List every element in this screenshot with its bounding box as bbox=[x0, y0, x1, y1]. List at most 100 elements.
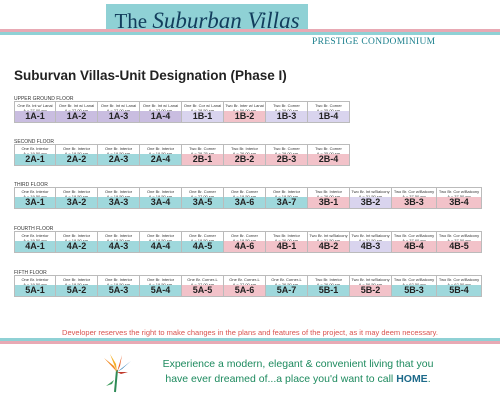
unit-code: 3A-1 bbox=[15, 197, 55, 208]
unit-area: A = 37.50 sm bbox=[447, 238, 471, 241]
unit-type: One Br. Int w/ Lanai bbox=[17, 103, 53, 108]
unit-info: Two Br. Int w/Balcony A = 31.50 sm bbox=[350, 232, 391, 241]
unit-code: 5A-6 bbox=[224, 285, 265, 296]
unit-code: 1B-1 bbox=[182, 111, 223, 122]
unit-cell: One Br. Corner-L A = 27.00 sm 5A-5 bbox=[182, 275, 224, 297]
unit-cell: Two Br. Int w/Balcony A = 31.50 sm 4B-2 bbox=[308, 231, 350, 253]
unit-type: One Br. Interior bbox=[21, 189, 49, 194]
unit-code: 1A-1 bbox=[15, 111, 55, 122]
unit-cell: Two Br. Cor w/Balcony A = 37.50 sm 3B-3 bbox=[392, 187, 437, 209]
floor-label: FIFTH FLOOR bbox=[14, 270, 47, 276]
unit-code: 3A-4 bbox=[140, 197, 181, 208]
unit-area: A = 19.50 sm bbox=[274, 194, 299, 197]
unit-code: 5A-1 bbox=[15, 285, 55, 296]
unit-code: 1B-4 bbox=[308, 111, 349, 122]
unit-area: A = 19.50 sm bbox=[64, 194, 89, 197]
unit-code: 2B-2 bbox=[224, 154, 265, 165]
unit-info: One Br. Corner A = 19.50 sm bbox=[224, 232, 265, 241]
unit-area: A = 19.50 sm bbox=[23, 194, 47, 197]
unit-area: A = 19.50 sm bbox=[232, 194, 257, 197]
unit-info: One Br. Interior A = 19.50 sm bbox=[56, 232, 97, 241]
unit-type: Two Br. Interior bbox=[315, 277, 342, 282]
unit-area: A = 27.00 sm bbox=[106, 108, 131, 111]
unit-info: One Br. Interior A = 19.50 sm bbox=[140, 232, 181, 241]
unit-code: 3A-6 bbox=[224, 197, 265, 208]
disclaimer-note: Developer reserves the right to make cha… bbox=[62, 328, 438, 337]
unit-info: One Br. Interior A = 19.50 sm bbox=[266, 188, 307, 197]
unit-type: Two Br. Cor w/Balcony bbox=[393, 277, 435, 282]
unit-code: 2A-1 bbox=[15, 154, 55, 165]
unit-area: A = 31.50 sm bbox=[358, 238, 383, 241]
unit-info: One Br. Corner A = 19.50 sm bbox=[182, 232, 223, 241]
unit-info: Two Br. Corner A = 35.00 sm bbox=[308, 102, 349, 111]
unit-type: Two Br. Interior bbox=[231, 146, 258, 151]
unit-info: One Br. Corner-L A = 26.50 sm bbox=[266, 276, 307, 285]
unit-info: One Br. Interior A = 19.50 sm bbox=[98, 276, 139, 285]
unit-code: 2A-2 bbox=[56, 154, 97, 165]
unit-code: 2B-3 bbox=[266, 154, 307, 165]
unit-info: Two Br. Cor w/Balcony A = 37.50 sm bbox=[437, 188, 481, 197]
unit-type: One Br. Int w/ Lanai bbox=[142, 103, 179, 108]
unit-cell: One Br. Interior A = 19.50 sm 3A-3 bbox=[98, 187, 140, 209]
unit-cell: One Br. Int w/ Lanai A = 27.00 sm 1A-1 bbox=[14, 101, 56, 123]
unit-area: A = 37.60 sm bbox=[402, 238, 426, 241]
unit-code: 2A-3 bbox=[98, 154, 139, 165]
unit-cell: One Br. Interior A = 19.50 sm 5A-3 bbox=[98, 275, 140, 297]
unit-type: Two Br. Cor w/Balcony bbox=[393, 189, 435, 194]
unit-type: One Br. Interior bbox=[104, 233, 133, 238]
unit-code: 3B-4 bbox=[437, 197, 481, 208]
unit-info: Two Br. Interior A = 26.00 sm bbox=[224, 145, 265, 154]
unit-area: A = 35.00 sm bbox=[316, 151, 341, 154]
unit-area: A = 29.25 sm bbox=[190, 151, 215, 154]
unit-type: Two Br. Corner bbox=[273, 103, 300, 108]
unit-area: A = 62.50 sm bbox=[447, 282, 471, 285]
unit-code: 1A-2 bbox=[56, 111, 97, 122]
unit-area: A = 19.50 sm bbox=[64, 238, 89, 241]
unit-code: 3B-3 bbox=[392, 197, 436, 208]
unit-cell: One Br. Interior A = 19.50 sm 5A-1 bbox=[14, 275, 56, 297]
unit-info: One Br. Interior A = 19.50 sm bbox=[98, 232, 139, 241]
unit-cell: Two Br. Corner A = 29.25 sm 2B-1 bbox=[182, 144, 224, 166]
unit-type: Two Br. Interior bbox=[315, 189, 342, 194]
unit-type: Two Br. Corner bbox=[189, 146, 216, 151]
unit-type: One Br. Int w/ Lanai bbox=[100, 103, 137, 108]
unit-cell: Two Br. Corner A = 29.00 sm 1B-3 bbox=[266, 101, 308, 123]
unit-code: 3A-3 bbox=[98, 197, 139, 208]
unit-type: One Br. Interior bbox=[104, 277, 133, 282]
unit-code: 4B-1 bbox=[266, 241, 307, 252]
unit-cell: One Br. Corner A = 27.00 sm 3A-5 bbox=[182, 187, 224, 209]
unit-area: A = 37.50 sm bbox=[402, 194, 426, 197]
unit-cell: Two Br. Interior A = 26.00 sm 5B-1 bbox=[308, 275, 350, 297]
unit-type: Two Br. Corner bbox=[273, 146, 300, 151]
unit-info: One Br. Int w/ Lanai A = 27.00 sm bbox=[98, 102, 139, 111]
unit-type: One Br. Interior bbox=[104, 146, 133, 151]
header-stripe-blue bbox=[0, 32, 500, 35]
unit-info: Two Br. Inter w/ Lanai A = 56.00 sm bbox=[224, 102, 265, 111]
unit-info: Two Br. Corner A = 29.00 sm bbox=[266, 145, 307, 154]
unit-cell: Two Br. Corner A = 35.00 sm 2B-4 bbox=[308, 144, 350, 166]
unit-code: 4A-6 bbox=[224, 241, 265, 252]
unit-type: One Br. Corner-L bbox=[187, 277, 218, 282]
unit-type: One Br. Interior bbox=[146, 233, 175, 238]
unit-cell: Two Br. Int w/Balcony A = 31.50 sm 3B-2 bbox=[350, 187, 392, 209]
unit-code: 4B-5 bbox=[437, 241, 481, 252]
floor-label: UPPER GROUND FLOOR bbox=[14, 96, 74, 102]
unit-code: 1B-2 bbox=[224, 111, 265, 122]
unit-cell: One Br. Interior A = 19.50 sm 3A-1 bbox=[14, 187, 56, 209]
floor-unit-row: One Br. Interior A = 19.50 sm 3A-1 One Br. … bbox=[14, 187, 482, 209]
unit-code: 4A-2 bbox=[56, 241, 97, 252]
unit-type: One Br. Interior bbox=[21, 146, 49, 151]
floor-label: THIRD FLOOR bbox=[14, 182, 48, 188]
unit-type: Two Br. Cor w/Balcony bbox=[438, 277, 480, 282]
unit-code: 5A-7 bbox=[266, 285, 307, 296]
unit-info: Two Br. Interior A = 26.00 sm bbox=[308, 276, 349, 285]
unit-area: A = 31.50 sm bbox=[358, 194, 383, 197]
unit-cell: Two Br. Cor w/Balcony A = 37.50 sm 4B-5 bbox=[437, 231, 482, 253]
unit-cell: One Br. Interior A = 19.50 sm 4A-3 bbox=[98, 231, 140, 253]
unit-info: One Br. Interior A = 19.50 sm bbox=[140, 276, 181, 285]
header-stripe-pink bbox=[0, 29, 500, 32]
unit-cell: One Br. Corner-L A = 26.50 sm 5A-7 bbox=[266, 275, 308, 297]
unit-area: A = 19.50 sm bbox=[64, 282, 89, 285]
unit-type: Two Br. Cor w/Balcony bbox=[393, 233, 435, 238]
unit-type: One Br. Interior bbox=[62, 146, 91, 151]
